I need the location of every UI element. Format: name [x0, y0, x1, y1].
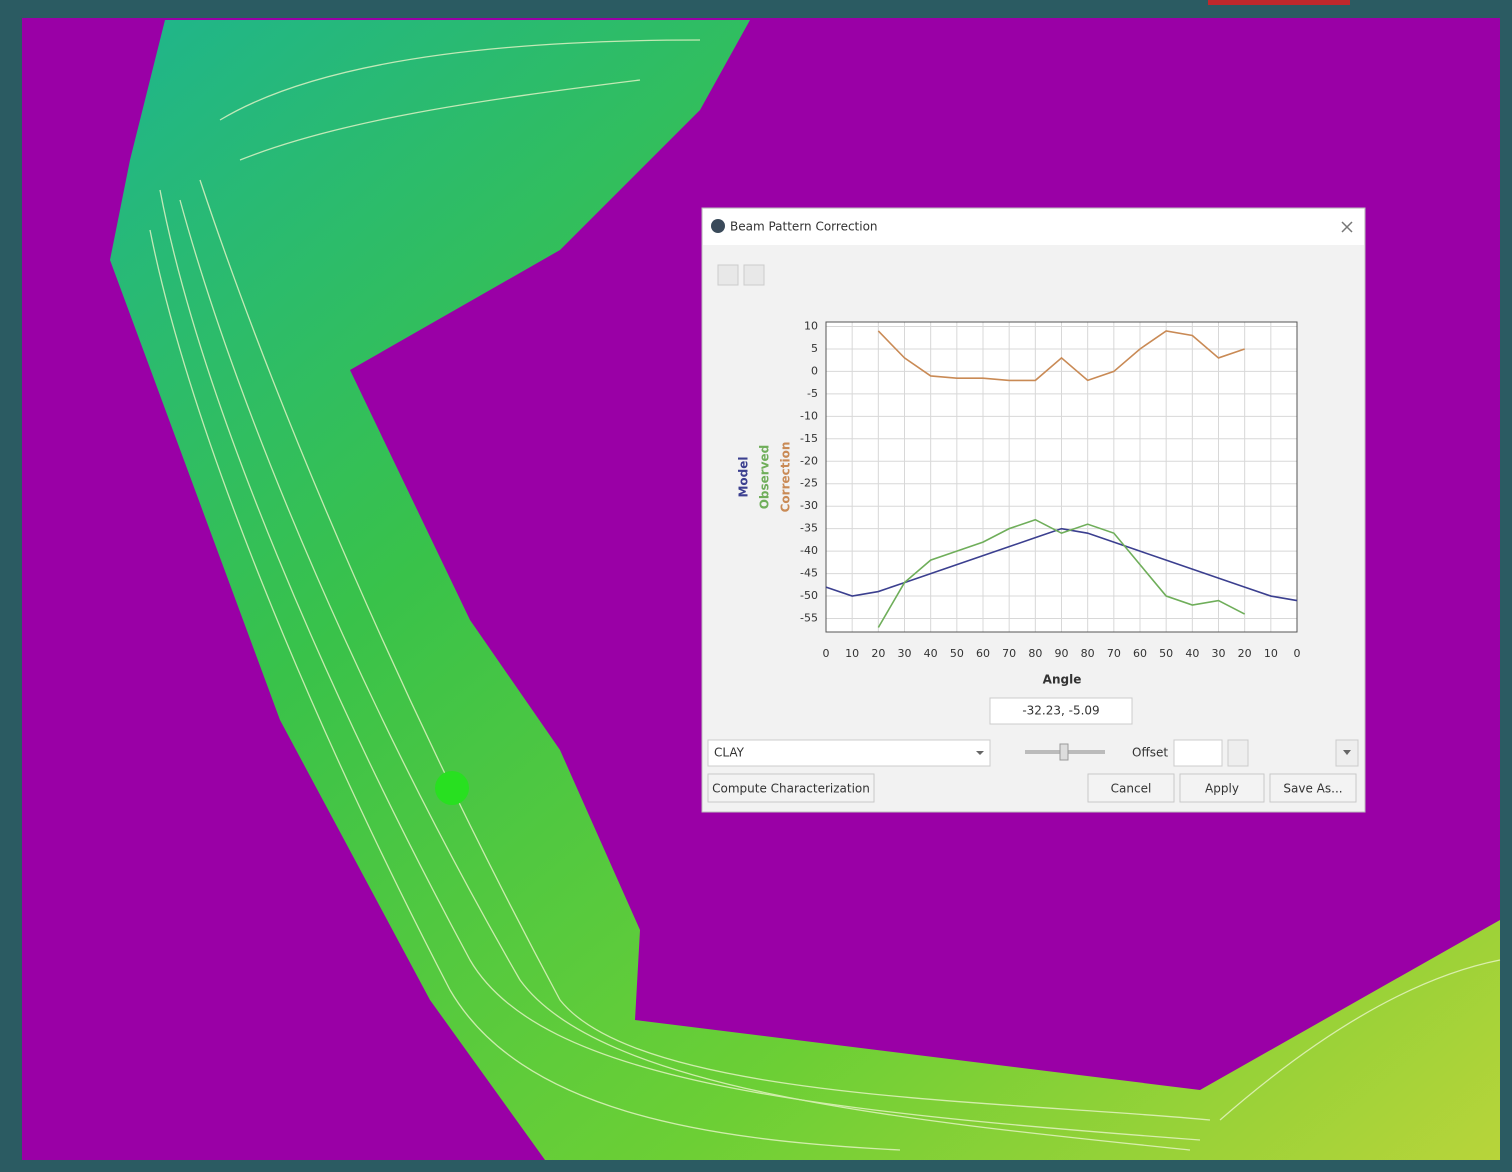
x-tick-label: 20: [871, 647, 885, 660]
material: CLAY: [714, 746, 745, 760]
y-tick-label: -50: [800, 589, 818, 602]
y-tick-label: -45: [800, 567, 818, 580]
top-tab: [1208, 0, 1350, 5]
dialog-title: Beam Pattern Correction: [730, 220, 878, 234]
x-tick-label: 50: [1159, 647, 1173, 660]
offset-more[interactable]: [1227, 739, 1249, 767]
cancel-button[interactable]: Cancel: [1087, 773, 1175, 803]
apply-button[interactable]: Apply: [1179, 773, 1265, 803]
x-tick-label: 80: [1081, 647, 1095, 660]
series-line: [877, 518, 1246, 628]
coordinates: -32.23, -5.09: [1022, 704, 1099, 718]
x-tick-label: 60: [1133, 647, 1147, 660]
expand-arrow: [1343, 750, 1351, 755]
save-as-button[interactable]: Save As...: [1269, 773, 1357, 803]
y-tick-label: -55: [800, 612, 818, 625]
y-tick-label: -40: [800, 544, 818, 557]
x-tick-label: 40: [1185, 647, 1199, 660]
x-tick-label: 50: [950, 647, 964, 660]
x-tick-label: 40: [924, 647, 938, 660]
x-tick-label: 80: [1028, 647, 1042, 660]
y-tick-label: 0: [811, 364, 818, 377]
plot-frame: [825, 321, 1298, 633]
x-tick-label: 70: [1107, 647, 1121, 660]
y-tick-label: -15: [800, 432, 818, 445]
title-bar: [703, 209, 1364, 245]
y-tick-label: -5: [807, 387, 818, 400]
x-tick-label: 10: [845, 647, 859, 660]
legend-entry: Model: [737, 456, 751, 497]
track-lines: [149, 39, 1501, 1151]
y-tick-label: -20: [800, 454, 818, 467]
x-tick-label: 0: [1294, 647, 1301, 660]
y-tick-label: -25: [800, 477, 818, 490]
x-tick-label: 70: [1002, 647, 1016, 660]
y-tick-label: -10: [800, 409, 818, 422]
legend-entry: Observed: [758, 445, 772, 510]
slider-handle[interactable]: [1059, 743, 1069, 761]
save-icon-button[interactable]: [743, 264, 765, 286]
x-tick-label: 10: [1264, 647, 1278, 660]
dropdown-arrow: [976, 751, 984, 755]
x-axis-label: Angle: [1043, 673, 1082, 687]
y-tick-label: 10: [804, 319, 818, 332]
close-button[interactable]: [1341, 221, 1353, 233]
app-icon: [711, 219, 725, 233]
y-tick-label: -35: [800, 522, 818, 535]
x-tick-label: 90: [1055, 647, 1069, 660]
button-label: Save As...: [1283, 782, 1342, 796]
legend-entry: Correction: [779, 442, 793, 513]
button-label: Apply: [1205, 782, 1239, 796]
coordinates-box: [989, 697, 1133, 725]
zoom-button[interactable]: [717, 264, 739, 286]
offset-input[interactable]: [1173, 739, 1223, 767]
y-tick-label: 5: [811, 342, 818, 355]
offset-label: Offset: [1132, 746, 1168, 760]
material-dropdown[interactable]: [707, 739, 991, 767]
survey-area: [110, 20, 1500, 1160]
x-tick-label: 0: [823, 647, 830, 660]
y-tick-label: -30: [800, 499, 818, 512]
x-tick-label: 30: [1212, 647, 1226, 660]
compute-button[interactable]: Compute Characterization: [707, 773, 875, 803]
button-label: Compute Characterization: [712, 782, 870, 796]
x-tick-label: 30: [898, 647, 912, 660]
x-tick-label: 20: [1238, 647, 1252, 660]
button-label: Cancel: [1111, 782, 1152, 796]
series-line: [877, 330, 1245, 382]
x-tick-label: 60: [976, 647, 990, 660]
map-marker: [435, 771, 469, 805]
